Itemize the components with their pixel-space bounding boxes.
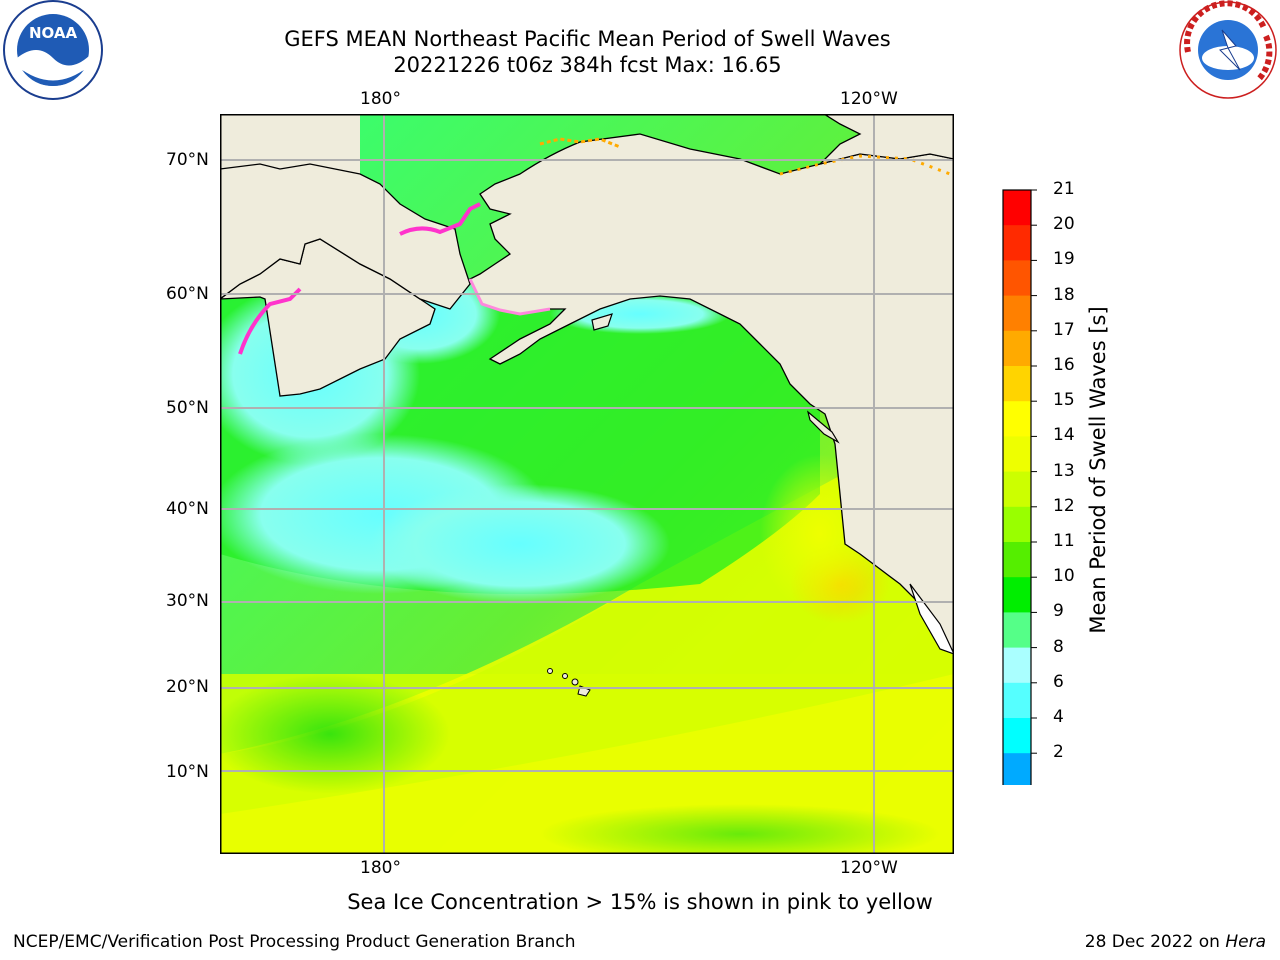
lat-tick-30n: 30°N [166,591,209,611]
colorbar-tick-label: 18 [1053,284,1075,305]
machine-name: Hera [1225,932,1266,952]
colorbar-tick-label: 6 [1053,671,1064,692]
lat-tick-70n: 70°N [166,150,209,170]
lat-tick-60n: 60°N [166,284,209,304]
colorbar-tick-label: 16 [1053,355,1075,375]
lat-tick-20n: 20°N [166,677,209,697]
colorbar-tick-label: 17 [1053,319,1075,340]
colorbar-segment [1003,366,1031,402]
colorbar-segment [1003,190,1031,226]
colorbar-segment [1003,436,1031,473]
chart-title: GEFS MEAN Northeast Pacific Mean Period … [284,27,891,51]
colorbar-label: Mean Period of Swell Waves [s] [1086,306,1110,634]
lat-tick-40n: 40°N [166,499,209,519]
colorbar-segment [1003,260,1031,297]
colorbar-tick-label: 13 [1053,460,1075,481]
lon-tick-bottom-180: 180° [360,858,401,878]
colorbar-segment [1003,577,1031,613]
colorbar-tick-label: 2 [1053,742,1064,763]
colorbar-segment [1003,718,1031,754]
map-graticule [220,114,954,854]
colorbar-tick-label: 10 [1053,566,1075,587]
colorbar-segment [1003,647,1031,684]
colorbar-tick-label: 21 [1053,179,1075,199]
lat-tick-50n: 50°N [166,398,209,418]
colorbar-segment [1003,506,1031,543]
lat-tick-10n: 10°N [166,762,209,782]
colorbar-tick-label: 9 [1053,601,1064,622]
colorbar-segment [1003,682,1031,719]
date-text: 28 Dec 2022 on [1084,932,1226,952]
colorbar-segment [1003,295,1031,332]
swell-period-map [220,114,954,854]
colorbar-tick-label: 19 [1053,249,1075,270]
date-stamp: 28 Dec 2022 on Hera [1085,932,1266,952]
colorbar-segment [1003,401,1031,437]
nws-logo [1179,0,1277,99]
lon-tick-bottom-120w: 120°W [840,858,898,878]
chart-subtitle: 20221226 t06z 384h fcst Max: 16.65 [393,53,782,77]
colorbar-tick-label: 11 [1053,531,1075,551]
colorbar-tick-label: 20 [1053,214,1075,235]
colorbar-tick-label: 8 [1053,636,1064,657]
colorbar-tick-label: 4 [1053,707,1064,727]
noaa-logo: NOAA [3,0,103,100]
noaa-logo-text: NOAA [29,24,78,42]
colorbar-segment [1003,753,1031,785]
lon-tick-top-120w: 120°W [840,89,898,109]
colorbar [1002,189,1037,785]
colorbar-segment [1003,542,1031,578]
colorbar-tick-label: 15 [1053,390,1075,411]
credit-text: NCEP/EMC/Verification Post Processing Pr… [13,932,576,952]
colorbar-segment [1003,471,1031,508]
sea-ice-note: Sea Ice Concentration > 15% is shown in … [347,890,933,914]
colorbar-tick-label: 12 [1053,495,1075,516]
lon-tick-top-180: 180° [360,89,401,109]
colorbar-segment [1003,612,1031,649]
colorbar-tick-label: 14 [1053,425,1075,446]
colorbar-segment [1003,225,1031,261]
colorbar-segment [1003,330,1031,367]
